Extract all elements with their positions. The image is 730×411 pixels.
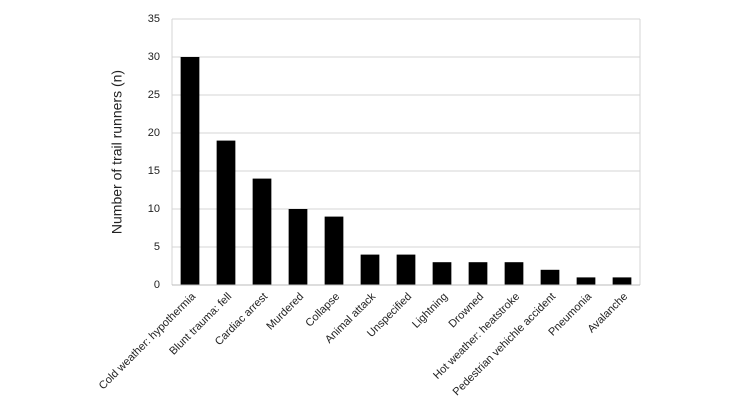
y-tick-label: 10 xyxy=(148,203,160,215)
bar xyxy=(432,262,452,285)
bar xyxy=(252,178,272,285)
bar xyxy=(468,262,488,285)
y-tick-label: 0 xyxy=(154,279,160,291)
y-axis-label: Number of trail runners (n) xyxy=(109,70,125,234)
bar xyxy=(540,269,560,285)
bar xyxy=(360,254,380,285)
y-tick-label: 25 xyxy=(148,89,160,101)
x-tick-label: Blunt trauma: fell xyxy=(167,291,234,358)
bar xyxy=(324,216,344,285)
bar xyxy=(288,209,308,285)
bar xyxy=(576,277,596,285)
bar xyxy=(396,254,416,285)
bar xyxy=(180,57,200,285)
y-tick-label: 35 xyxy=(148,13,160,25)
bar xyxy=(504,262,524,285)
y-tick-label: 5 xyxy=(154,241,160,253)
y-tick-label: 20 xyxy=(148,127,160,139)
bar xyxy=(612,277,632,285)
y-tick-label: 15 xyxy=(148,165,160,177)
y-tick-label: 30 xyxy=(148,51,160,63)
x-tick-label: Murdered xyxy=(264,291,306,333)
x-tick-label: Lightning xyxy=(410,291,450,331)
bar xyxy=(216,140,236,285)
